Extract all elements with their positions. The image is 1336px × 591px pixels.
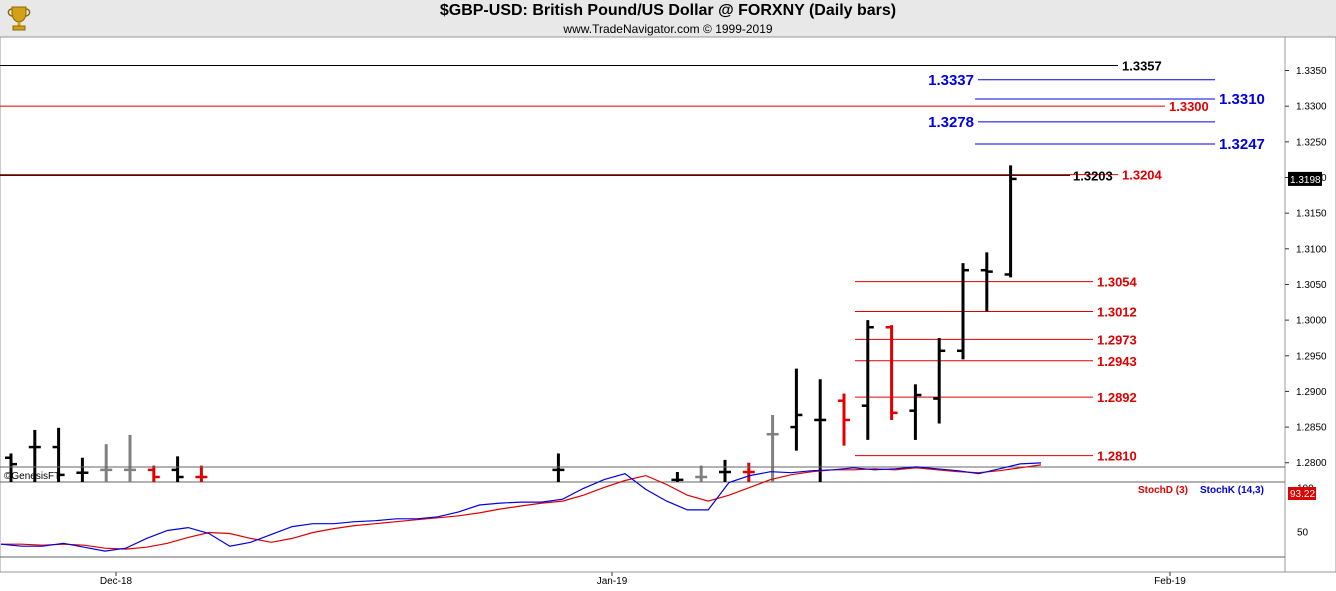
level-label: 1.3310 [1219, 91, 1265, 108]
y-tick-label: 1.3100 [1296, 244, 1327, 255]
level-label: 1.3247 [1219, 136, 1265, 153]
x-tick-label: Jan-19 [597, 576, 628, 587]
y-tick-label: 1.3000 [1296, 316, 1327, 327]
legend-stochd: StochD (3) [1138, 485, 1188, 496]
x-tick-label: Feb-19 [1154, 576, 1186, 587]
level-label: 1.3337 [928, 72, 974, 89]
y-tick-label: 1.2850 [1296, 423, 1327, 434]
osc-last-label: 93.22 [1290, 489, 1315, 500]
level-label: 1.2892 [1097, 390, 1137, 405]
watermark: ©GenesisFT [4, 471, 60, 482]
y-tick-label: 1.3300 [1296, 102, 1327, 113]
level-label: 1.3204 [1122, 168, 1163, 183]
last-price-marker [1288, 171, 1322, 186]
price-panel [0, 36, 1286, 483]
level-label: 1.2943 [1097, 354, 1137, 369]
osc-y-tick-label: 50 [1297, 528, 1309, 539]
level-label: 1.3012 [1097, 305, 1137, 320]
level-label: 1.3300 [1169, 99, 1209, 114]
chart-subtitle: www.TradeNavigator.com © 1999-2019 [563, 22, 773, 36]
last-price-label: 1.3198 [1290, 175, 1321, 186]
level-label: 1.3203 [1073, 168, 1113, 183]
chart-title: $GBP-USD: British Pound/US Dollar @ FORX… [439, 2, 897, 19]
y-tick-label: 1.2950 [1296, 351, 1327, 362]
x-tick-label: Dec-18 [100, 576, 133, 587]
level-label: 1.2810 [1097, 449, 1137, 464]
y-tick-label: 1.3250 [1296, 137, 1327, 148]
level-label: 1.3278 [928, 114, 974, 131]
y-tick-label: 1.3050 [1296, 280, 1327, 291]
y-tick-label: 1.3150 [1296, 209, 1327, 220]
level-label: 1.3357 [1122, 59, 1162, 74]
y-axis-panel [1284, 36, 1336, 573]
y-tick-label: 1.3350 [1296, 66, 1327, 77]
level-label: 1.3054 [1097, 275, 1138, 290]
legend-stochk: StochK (14,3) [1200, 485, 1264, 496]
y-tick-label: 1.2900 [1296, 387, 1327, 398]
osc-last-marker [1288, 487, 1316, 500]
trophy-icon [4, 3, 34, 38]
chart-header: $GBP-USD: British Pound/US Dollar @ FORX… [0, 0, 1336, 37]
stochastic-line [0, 462, 1042, 552]
y-tick-label: 1.2800 [1296, 458, 1327, 469]
level-label: 1.2973 [1097, 332, 1137, 347]
oscillator-panel [0, 481, 1286, 573]
